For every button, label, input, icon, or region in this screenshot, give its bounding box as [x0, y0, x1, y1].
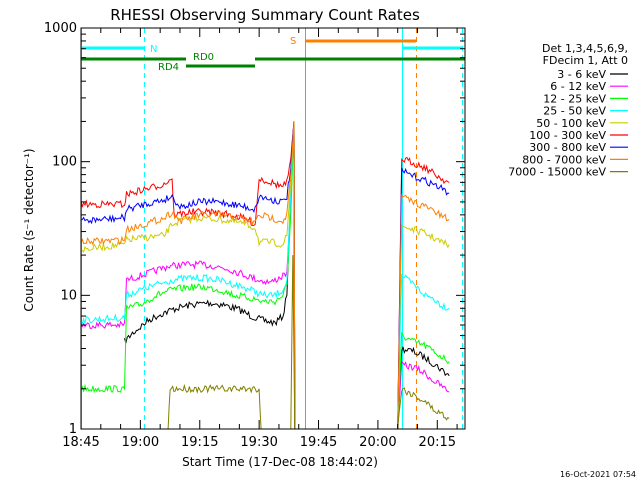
night-label: N: [150, 44, 157, 55]
saa-label: S: [290, 36, 296, 47]
x-tick-label: 19:00: [122, 435, 159, 450]
footer-timestamp: 16-Oct-2021 07:54: [560, 470, 636, 479]
legend-label: 800 - 7000 keV: [522, 153, 606, 166]
legend-label: 12 - 25 keV: [543, 92, 606, 105]
rd4-label: RD4: [158, 62, 179, 73]
x-tick-label: 20:00: [359, 435, 396, 450]
legend-label: 300 - 800 keV: [529, 141, 606, 154]
legend-label: 50 - 100 keV: [536, 117, 606, 130]
legend-label: 100 - 300 keV: [529, 129, 606, 142]
x-axis-label: Start Time (17-Dec-08 18:44:02): [182, 455, 378, 469]
legend-label: 3 - 6 keV: [557, 68, 606, 81]
x-tick-label: 19:30: [240, 435, 277, 450]
legend-header-line-2: FDecim 1, Att 0: [543, 54, 628, 67]
legend-label: 6 - 12 keV: [550, 80, 606, 93]
rd0-label: RD0: [193, 52, 214, 63]
x-tick-label: 18:45: [62, 435, 99, 450]
x-tick-label: 20:15: [419, 435, 456, 450]
y-axis-label: Count Rate (s⁻¹ detector⁻¹): [22, 148, 36, 311]
legend-label: 7000 - 15000 keV: [508, 166, 606, 179]
y-tick-label: 10: [60, 288, 77, 303]
chart-title: RHESSI Observing Summary Count Rates: [110, 6, 420, 24]
x-tick-label: 19:15: [181, 435, 218, 450]
y-tick-label: 100: [52, 155, 77, 170]
y-tick-label: 1000: [44, 21, 77, 36]
legend-label: 25 - 50 keV: [543, 105, 606, 118]
x-tick-label: 19:45: [300, 435, 337, 450]
